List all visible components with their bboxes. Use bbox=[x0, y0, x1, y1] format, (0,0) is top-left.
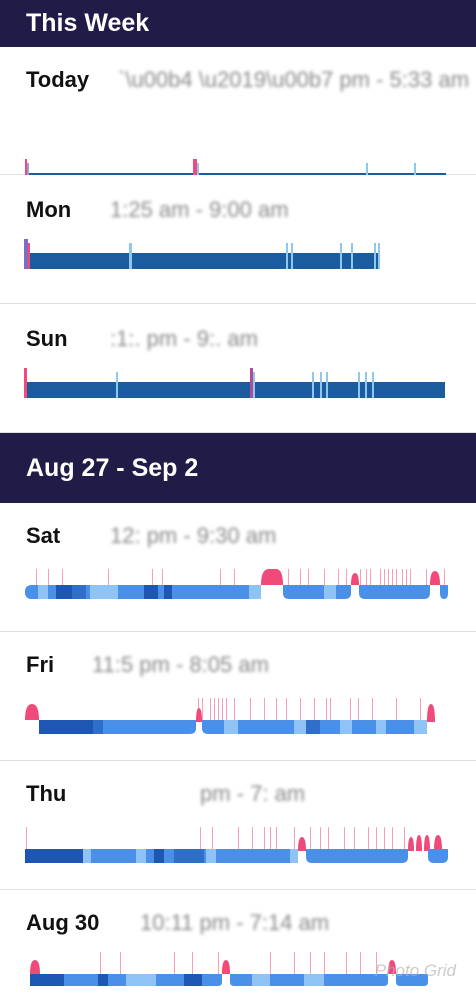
day-row-thu[interactable]: Thu pm - 7: am bbox=[0, 761, 476, 890]
awake-marker bbox=[250, 368, 253, 398]
awake-segment bbox=[25, 704, 39, 720]
awake-segment bbox=[222, 960, 230, 974]
time-range: :1:. pm - 9:. am bbox=[110, 326, 258, 351]
restless-marker bbox=[351, 243, 353, 269]
sleep-segment bbox=[396, 974, 428, 986]
awake-marker bbox=[24, 239, 28, 269]
restless-marker bbox=[340, 243, 342, 269]
sleep-graph-sun bbox=[24, 366, 450, 400]
restless-marker bbox=[378, 243, 380, 269]
section-title: This Week bbox=[26, 9, 150, 37]
restless-marker bbox=[286, 243, 288, 269]
day-label: Sun bbox=[26, 326, 68, 351]
awake-segment bbox=[434, 835, 442, 851]
restless-markers bbox=[198, 698, 421, 722]
time-range: 12: pm - 9:30 am bbox=[110, 523, 277, 548]
day-row-today[interactable]: Today `\u00b4 \u2019\u00b7 pm - 5:33 am bbox=[0, 47, 476, 189]
awake-segment bbox=[408, 837, 414, 851]
sleep-bar bbox=[26, 382, 445, 398]
sleep-segment bbox=[39, 720, 196, 734]
restless-marker bbox=[312, 372, 314, 398]
day-row-sat[interactable]: Sat 12: pm - 9:30 am bbox=[0, 503, 476, 632]
day-label: Thu bbox=[26, 781, 67, 806]
restless-marker bbox=[320, 372, 322, 398]
sleep-segment bbox=[25, 585, 261, 599]
awake-segment bbox=[416, 835, 422, 851]
sleep-segment bbox=[283, 585, 351, 599]
restless-marker bbox=[129, 243, 132, 269]
sleep-graph-sat bbox=[24, 563, 452, 603]
sleep-segment bbox=[440, 585, 448, 599]
day-label: Aug 30 bbox=[26, 910, 100, 935]
awake-marker bbox=[24, 368, 27, 398]
restless-marker bbox=[374, 243, 376, 269]
day-row-mon[interactable]: Mon 1:25 am - 9:00 am bbox=[0, 175, 476, 304]
section-header-aug27-sep2: Aug 27 - Sep 2 bbox=[0, 433, 476, 503]
sleep-segment bbox=[30, 974, 222, 986]
awake-segment bbox=[351, 573, 359, 585]
watermark: Photo Grid bbox=[374, 961, 456, 980]
awake-segment bbox=[196, 708, 202, 722]
awake-marker bbox=[25, 159, 27, 189]
restless-markers bbox=[26, 827, 405, 851]
day-row-sun[interactable]: Sun :1:. pm - 9:. am bbox=[0, 304, 476, 433]
time-range: `\u00b4 \u2019\u00b7 pm - 5:33 am bbox=[118, 67, 470, 92]
awake-segment bbox=[430, 571, 440, 585]
section-header-this-week: This Week bbox=[0, 0, 476, 47]
restless-marker bbox=[291, 243, 293, 269]
day-row-aug-30[interactable]: Aug 30 10:11 pm - 7:14 am bbox=[0, 890, 476, 999]
sleep-segment bbox=[359, 585, 430, 599]
day-label: Fri bbox=[26, 652, 55, 677]
day-label: Today bbox=[26, 67, 90, 92]
sleep-graph-aug-30 bbox=[24, 946, 452, 988]
restless-marker bbox=[326, 372, 328, 398]
sleep-graph-fri bbox=[24, 692, 452, 734]
time-range: 10:11 pm - 7:14 am bbox=[140, 910, 330, 935]
awake-segment bbox=[298, 837, 306, 851]
restless-marker bbox=[365, 372, 367, 398]
awake-segment bbox=[427, 704, 435, 722]
section-title: Aug 27 - Sep 2 bbox=[26, 453, 199, 482]
restless-markers bbox=[100, 952, 377, 976]
sleep-segment bbox=[202, 720, 427, 734]
time-range: 11:5 pm - 8:05 am bbox=[92, 652, 269, 677]
restless-marker bbox=[116, 372, 118, 398]
day-row-fri[interactable]: Fri 11:5 pm - 8:05 am bbox=[0, 632, 476, 761]
awake-segment bbox=[261, 569, 283, 585]
sleep-bar bbox=[26, 253, 380, 269]
restless-markers bbox=[36, 569, 445, 587]
sleep-segment bbox=[306, 849, 408, 863]
sleep-segment bbox=[230, 974, 388, 986]
awake-marker bbox=[28, 243, 30, 269]
restless-marker bbox=[253, 372, 255, 398]
restless-marker bbox=[372, 372, 374, 398]
awake-marker bbox=[193, 159, 197, 189]
awake-segment bbox=[388, 960, 396, 974]
time-range: 1:25 am - 9:00 am bbox=[110, 197, 289, 222]
sleep-segment bbox=[428, 849, 448, 863]
sleep-graph-mon bbox=[24, 237, 450, 271]
sleep-segment bbox=[25, 849, 298, 863]
day-label: Mon bbox=[26, 197, 72, 222]
restless-marker bbox=[358, 372, 360, 398]
awake-segment bbox=[424, 835, 430, 851]
sleep-graph-thu bbox=[24, 821, 452, 863]
time-range: pm - 7: am bbox=[200, 781, 306, 806]
day-label: Sat bbox=[26, 523, 61, 548]
awake-segment bbox=[30, 960, 40, 974]
